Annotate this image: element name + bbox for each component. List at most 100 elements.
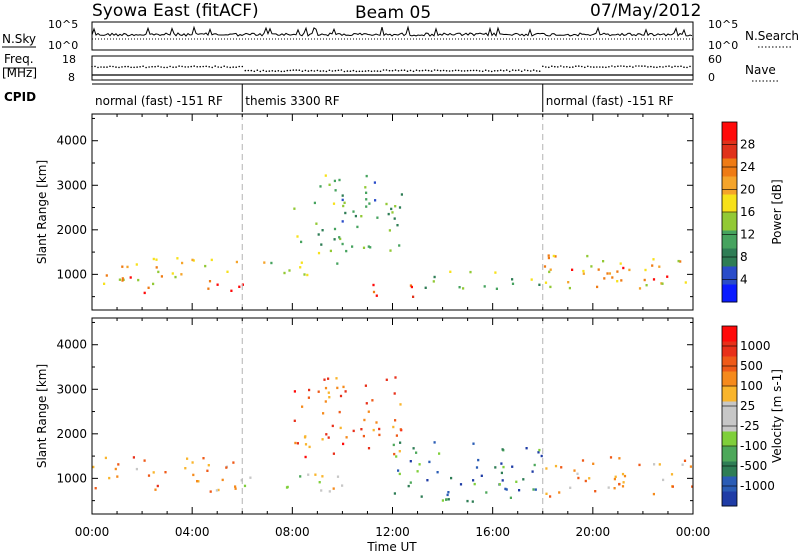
nave-point [448, 70, 451, 72]
nave-point [253, 70, 256, 73]
freq-panel-frame [91, 55, 694, 81]
data-cell [502, 465, 505, 469]
nave-point [650, 65, 652, 68]
nave-point [421, 69, 424, 72]
data-cell [385, 202, 388, 206]
velocity-frame [91, 317, 694, 515]
data-cell [121, 279, 124, 282]
nave-point [457, 69, 460, 72]
data-cell [661, 282, 664, 285]
data-cell [450, 476, 453, 480]
data-cell [495, 287, 498, 290]
nave-point [211, 66, 213, 69]
data-cell [619, 262, 622, 265]
nave-point [689, 65, 691, 68]
nave-point [611, 65, 613, 67]
data-cell [613, 487, 616, 490]
station-title: Syowa East (fitACF) [92, 1, 259, 21]
nave-point [677, 65, 679, 68]
data-cell [472, 442, 475, 445]
nave-point [331, 70, 334, 72]
data-cell [181, 261, 184, 265]
nave-point [280, 70, 283, 73]
data-cell [154, 488, 157, 491]
nave-point [469, 69, 472, 72]
data-cell [117, 463, 120, 466]
nave-point [656, 66, 658, 69]
data-cell [307, 473, 310, 476]
data-cell [428, 460, 431, 464]
data-cell [618, 457, 621, 460]
nave-point [463, 70, 466, 72]
data-cell [638, 463, 641, 467]
data-cell [345, 436, 348, 439]
colorbar-tick-label: -100 [740, 439, 767, 453]
data-cell [581, 459, 585, 462]
velocity-plot-area [92, 318, 693, 514]
data-cell [603, 277, 606, 280]
colorbar-segment [722, 176, 737, 195]
nave-point [139, 66, 141, 68]
data-cell [458, 286, 461, 289]
data-cell [192, 259, 195, 262]
data-cell [191, 258, 194, 262]
data-cell [679, 260, 682, 263]
nave-point [614, 66, 616, 68]
data-cell [299, 266, 302, 269]
nave-point [205, 65, 207, 68]
nave-point [490, 70, 493, 73]
beam-title: Beam 05 [355, 3, 431, 23]
colorbar-segment [722, 212, 737, 231]
data-cell [653, 463, 656, 466]
data-cell [324, 400, 327, 403]
nave-point [566, 66, 568, 68]
nave-point [433, 69, 436, 71]
data-cell [325, 433, 328, 436]
data-cell [400, 193, 403, 196]
data-cell [293, 207, 296, 210]
data-cell [662, 478, 665, 482]
nave-point [502, 70, 505, 72]
nave-point [382, 69, 385, 71]
freq-trace [91, 65, 693, 76]
data-cell [320, 489, 323, 492]
data-cell [342, 442, 345, 446]
data-cell [235, 260, 238, 264]
freq-label: Freq. [4, 52, 34, 66]
nave-point [400, 69, 403, 72]
data-cell [105, 274, 108, 277]
nave-point [232, 66, 234, 68]
data-cell [504, 487, 507, 491]
data-cell [538, 448, 541, 452]
colorbar-segment [722, 476, 737, 492]
data-cell [243, 484, 247, 488]
data-cell [549, 268, 552, 271]
colorbar-tick-label: 12 [740, 228, 755, 242]
nave-point [112, 65, 114, 68]
x-tick-label: 08:00 [275, 525, 310, 539]
data-cell [186, 457, 189, 460]
data-cell [191, 461, 194, 464]
nave-point [310, 69, 313, 72]
data-cell [207, 464, 210, 467]
data-cell [560, 466, 563, 469]
nave-point [587, 65, 589, 68]
nave-point [238, 65, 240, 68]
data-cell [304, 455, 307, 459]
data-cell [327, 391, 330, 394]
data-cell [375, 294, 378, 297]
data-cell [294, 441, 297, 445]
data-cell [301, 405, 304, 408]
data-cell [92, 465, 95, 469]
data-cell [530, 278, 533, 281]
freq-tick-top: 18 [62, 53, 76, 66]
data-cell [364, 186, 367, 189]
data-cell [376, 216, 379, 219]
data-cell [398, 472, 401, 476]
data-cell [652, 278, 656, 281]
colorbar-segment [722, 386, 737, 402]
nave-point [523, 69, 526, 71]
data-cell [344, 390, 347, 393]
nave-point [97, 66, 99, 69]
